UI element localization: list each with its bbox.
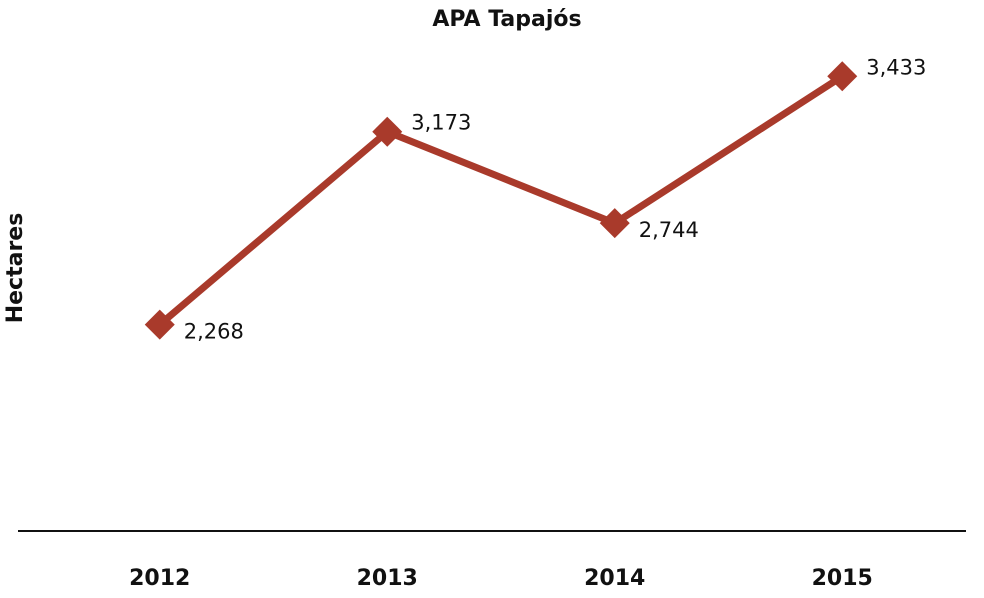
data-label: 2,744 (639, 218, 699, 242)
series-layer (144, 61, 858, 340)
chart-title: APA Tapajós (432, 7, 581, 32)
x-tick-label: 2012 (129, 566, 190, 591)
series-line (157, 73, 845, 328)
x-tick-labels: 2012 2013 2014 2015 (129, 566, 873, 591)
data-point-marker (372, 116, 403, 147)
data-label: 2,268 (184, 320, 244, 344)
y-axis-label: Hectares (3, 213, 28, 324)
data-labels: 2,268 3,173 2,744 3,433 (184, 55, 927, 343)
data-label: 3,173 (411, 111, 471, 135)
x-tick-label: 2015 (812, 566, 873, 591)
x-tick-label: 2014 (584, 566, 645, 591)
x-tick-label: 2013 (357, 566, 418, 591)
data-point-marker (599, 208, 630, 239)
data-label: 3,433 (866, 55, 926, 79)
data-point-marker (144, 309, 175, 340)
data-point-marker (827, 61, 858, 92)
